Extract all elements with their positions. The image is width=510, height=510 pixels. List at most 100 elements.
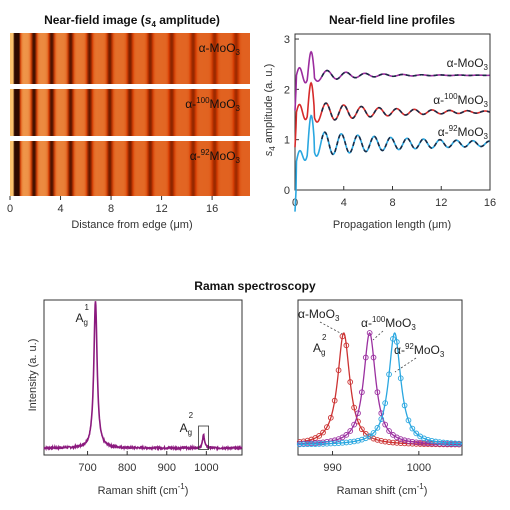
zoom-marker (331, 397, 338, 404)
zoom-marker (320, 429, 326, 436)
zoom-marker (405, 438, 412, 444)
zoom-marker (393, 440, 400, 446)
zoom-marker (347, 428, 354, 434)
lp-y-tick-label: 0 (284, 185, 290, 197)
zoom-alpha-92-moo3-label: α-92MoO3 (394, 342, 445, 359)
profile-alpha-moo3-fit (321, 69, 491, 80)
nf-x-tick-label: 0 (7, 203, 13, 215)
zoom-marker (339, 333, 346, 340)
zoom-marker (296, 441, 303, 448)
zoom-marker (452, 440, 458, 447)
nf-x-tick-label: 8 (108, 203, 114, 215)
line-profiles-y-label: s4 amplitude (a. u.) (263, 64, 277, 157)
zoom-marker (343, 439, 350, 446)
zoom-marker (304, 441, 311, 448)
lp-x-tick-label: 8 (389, 197, 395, 209)
peak-ag2-sup: 2 (189, 411, 194, 420)
zoom-marker (378, 438, 385, 444)
zoom-marker (448, 440, 455, 447)
line-profiles-x-label: Propagation length (μm) (333, 219, 451, 231)
zoom-marker (432, 438, 439, 445)
zoom-marker (436, 439, 443, 445)
zoom-marker (308, 441, 315, 447)
zoom-marker (351, 404, 357, 411)
zoom-marker (390, 439, 396, 446)
strip-alpha-moo3-label: α-MoO3 (199, 41, 241, 57)
near-field-image-title: Near-field image (s4 amplitude) (44, 13, 220, 29)
zoom-marker (335, 440, 342, 446)
zoom-marker (374, 425, 381, 431)
zoom-marker (347, 379, 354, 385)
peak-ag1-label: Ag (75, 311, 87, 327)
zoom-marker (386, 439, 392, 445)
peak-ag2-zoom-box (198, 425, 209, 450)
zoom-marker (397, 436, 404, 442)
zoom-marker (382, 421, 389, 428)
strip-alpha-92-moo3-label: α-92MoO3 (190, 148, 241, 165)
zoom-marker (370, 430, 377, 436)
zoom-marker (355, 410, 361, 417)
zoom-marker (428, 437, 435, 444)
zoom-marker (343, 432, 350, 438)
zoom-marker (401, 402, 408, 409)
zoom-marker (401, 437, 408, 444)
zoom-marker (300, 441, 307, 448)
rf-x-tick-label: 700 (78, 462, 96, 474)
lp-y-tick-label: 3 (284, 34, 290, 46)
zoom-alpha-92-moo3-markers (296, 336, 462, 448)
zoom-marker (347, 439, 354, 445)
lp-x-tick-label: 16 (484, 197, 496, 209)
zoom-marker (382, 400, 389, 406)
near-field-x-axis: 0 4 8 12 16 (7, 196, 218, 215)
nf-x-tick-label: 16 (206, 203, 218, 215)
zoom-marker (444, 440, 451, 446)
zoom-marker (378, 410, 385, 417)
zoom-marker (409, 438, 416, 445)
zoom-marker (351, 421, 357, 428)
zoom-ag2-label: Ag (313, 341, 325, 357)
lp-y-tick-label: 2 (284, 84, 290, 96)
raman-full-y-label: Intensity (a. u.) (27, 339, 39, 412)
raman-full-frame (43, 299, 243, 456)
lp-x-tick-label: 12 (435, 197, 447, 209)
zoom-marker (393, 339, 400, 345)
zoom-alpha-moo3-label: α-MoO3 (298, 307, 340, 323)
zoom-marker (413, 430, 420, 437)
lp-x-tick-label: 4 (341, 197, 347, 209)
zoom-marker (397, 440, 404, 447)
zoom-marker (378, 416, 385, 422)
zoom-marker (362, 354, 369, 361)
zoom-marker (327, 440, 334, 447)
zoom-marker (425, 440, 431, 447)
peak-ag1-sup: 1 (84, 303, 89, 312)
raman-zoom-plot: 990 1000 α-MoO3 α-100MoO3 α-92MoO3 Ag2 (296, 299, 463, 474)
zoom-marker (421, 435, 427, 442)
zoom-marker (359, 426, 365, 433)
zoom-marker (440, 439, 447, 446)
zoom-marker (351, 438, 357, 445)
profile-alpha-92-moo3-label: α-92MoO3 (438, 124, 489, 141)
zoom-marker (456, 440, 462, 447)
strip-alpha-92-moo3 (10, 141, 250, 196)
zoom-marker (374, 389, 381, 396)
zoom-alpha-100-moo3-leader (372, 330, 384, 341)
zoom-marker (359, 436, 365, 443)
zoom-marker (335, 367, 342, 374)
zoom-marker (370, 354, 377, 361)
rf-x-tick-label: 900 (158, 462, 176, 474)
zoom-marker (324, 424, 330, 430)
zoom-marker (331, 440, 338, 447)
raman-full-spectrum (43, 301, 243, 452)
zoom-marker (417, 439, 423, 446)
zoom-marker (366, 433, 373, 439)
rf-x-tick-label: 800 (118, 462, 136, 474)
zoom-marker (386, 428, 392, 434)
strip-alpha-100-moo3 (10, 89, 250, 136)
zoom-marker (374, 437, 381, 443)
rf-x-tick-label: 1000 (194, 462, 218, 474)
zoom-marker (409, 425, 416, 432)
zoom-marker (366, 330, 373, 336)
zoom-marker (316, 433, 323, 439)
